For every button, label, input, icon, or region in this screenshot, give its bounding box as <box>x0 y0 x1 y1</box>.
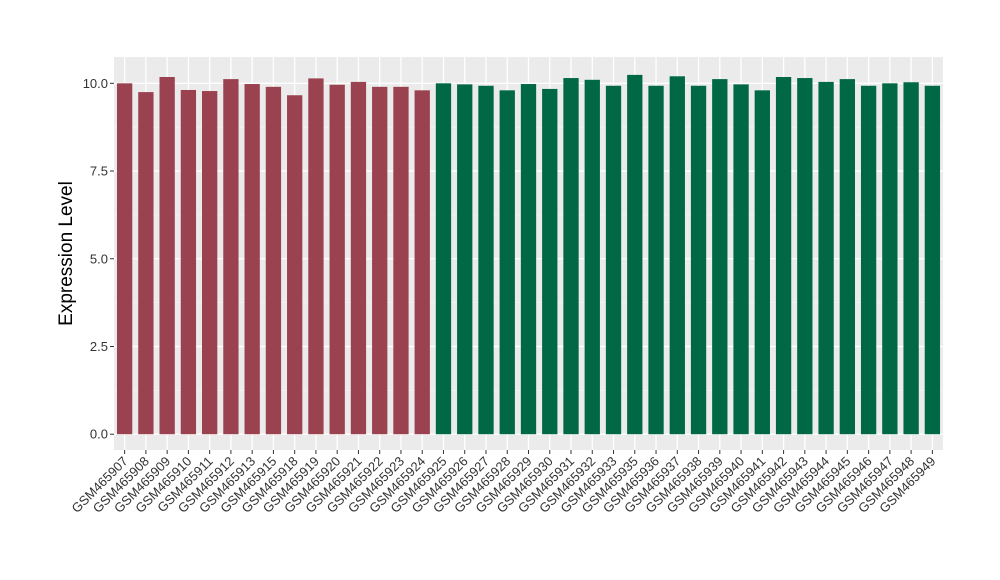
bar-GSM465907 <box>116 83 133 435</box>
bar-GSM465918 <box>287 95 303 435</box>
bar-GSM465922 <box>372 86 388 435</box>
bar-GSM465945 <box>839 79 855 435</box>
y-tick-label: 5.0 <box>90 251 108 266</box>
bar-GSM465920 <box>329 84 345 435</box>
bar-GSM465929 <box>520 84 537 435</box>
bar-GSM465913 <box>244 84 260 435</box>
bar-GSM465921 <box>350 81 367 435</box>
bar-GSM465949 <box>924 85 941 435</box>
bar-GSM465939 <box>712 79 728 435</box>
bar-GSM465941 <box>754 90 770 435</box>
bar-GSM465911 <box>202 91 218 435</box>
bar-GSM465908 <box>138 92 154 435</box>
bar-GSM465943 <box>797 78 813 435</box>
y-tick-label: 2.5 <box>90 339 108 354</box>
bar-GSM465930 <box>542 88 558 435</box>
bar-GSM465924 <box>414 90 430 435</box>
bar-GSM465946 <box>860 85 877 435</box>
bar-GSM465915 <box>265 86 282 435</box>
bar-GSM465938 <box>690 85 707 435</box>
bar-GSM465935 <box>627 74 643 435</box>
bars <box>116 74 941 435</box>
bar-GSM465919 <box>308 78 324 435</box>
bar-GSM465942 <box>775 77 792 435</box>
bar-GSM465931 <box>563 78 579 435</box>
x-axis: GSM465907GSM465908GSM465909GSM465910GSM4… <box>69 450 938 516</box>
bar-GSM465912 <box>223 79 239 435</box>
bar-GSM465909 <box>159 77 175 435</box>
bar-GSM465927 <box>478 85 494 435</box>
bar-GSM465936 <box>648 85 664 435</box>
bar-GSM465948 <box>903 82 919 435</box>
bar-GSM465928 <box>499 90 515 435</box>
bar-GSM465923 <box>393 86 409 435</box>
bar-GSM465947 <box>882 83 898 435</box>
y-tick-label: 10.0 <box>83 76 108 91</box>
bar-GSM465932 <box>584 79 600 435</box>
bar-GSM465940 <box>733 84 749 435</box>
bar-GSM465937 <box>669 76 685 435</box>
y-axis: 0.0 2.5 5.0 7.5 10.0 <box>83 76 114 442</box>
y-tick-label: 0.0 <box>90 427 108 442</box>
bar-GSM465926 <box>457 84 473 435</box>
y-tick-label: 7.5 <box>90 164 108 179</box>
bar-GSM465933 <box>605 85 622 435</box>
y-axis-title: Expression Level <box>56 181 77 326</box>
bar-GSM465925 <box>435 83 452 435</box>
bar-GSM465944 <box>818 81 834 435</box>
bar-GSM465910 <box>180 89 197 435</box>
